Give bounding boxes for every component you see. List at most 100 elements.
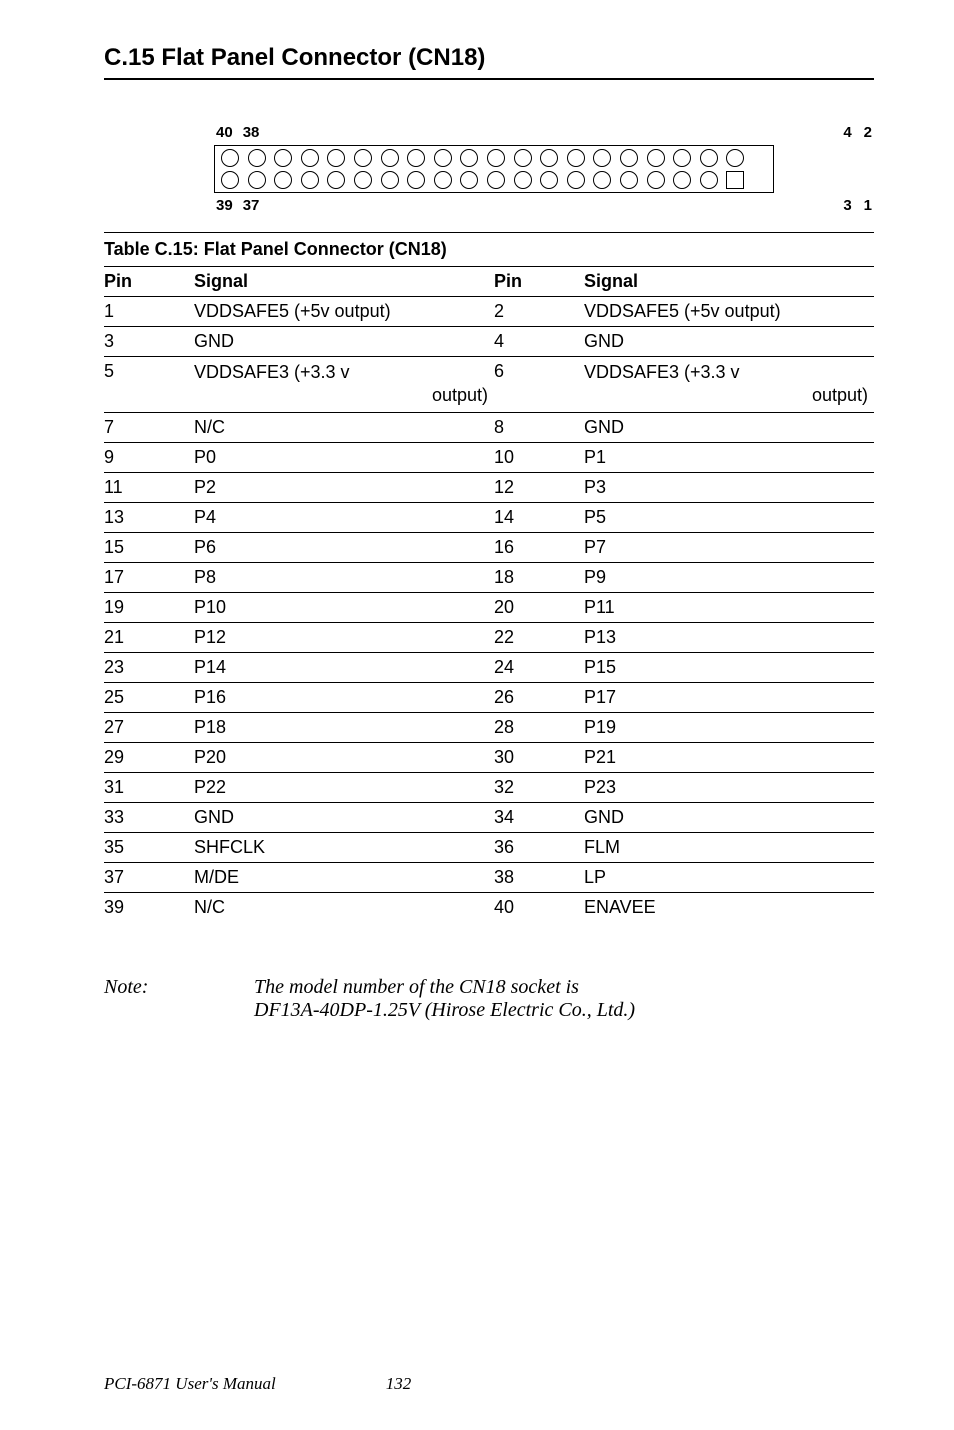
pin-label: 38	[243, 124, 260, 141]
cell-pin: 34	[494, 802, 584, 832]
cell-pin: 31	[104, 772, 194, 802]
cell-pin: 21	[104, 622, 194, 652]
pin-circle	[593, 171, 611, 189]
pin-circle	[460, 149, 478, 167]
cell-pin: 18	[494, 562, 584, 592]
cell-signal: N/C	[194, 412, 494, 442]
cell-pin: 7	[104, 412, 194, 442]
note-text: The model number of the CN18 socket is D…	[254, 976, 635, 1022]
cell-signal: VDDSAFE3 (+3.3 voutput)	[584, 357, 874, 413]
pin-circle	[593, 149, 611, 167]
cell-pin: 10	[494, 442, 584, 472]
table-row: 3GND4GND	[104, 327, 874, 357]
header-pin: Pin	[104, 267, 194, 297]
pin-labels-bottom: 39 37 3 1	[214, 197, 874, 214]
cell-signal: GND	[194, 327, 494, 357]
pin-circle	[274, 171, 292, 189]
pin-circle	[567, 171, 585, 189]
header-signal: Signal	[584, 267, 874, 297]
pin-circle	[726, 149, 744, 167]
cell-signal: P13	[584, 622, 874, 652]
cell-pin: 8	[494, 412, 584, 442]
cell-signal: ENAVEE	[584, 892, 874, 922]
pin-circle	[673, 149, 691, 167]
table-row: 19P1020P11	[104, 592, 874, 622]
cell-signal: P9	[584, 562, 874, 592]
cell-pin: 14	[494, 502, 584, 532]
table-row: 5VDDSAFE3 (+3.3 voutput)6VDDSAFE3 (+3.3 …	[104, 357, 874, 413]
pin-circle	[354, 171, 372, 189]
pin-circle	[407, 171, 425, 189]
cell-pin: 38	[494, 862, 584, 892]
cell-signal: P12	[194, 622, 494, 652]
cell-pin: 29	[104, 742, 194, 772]
pin-label: 4	[843, 124, 851, 141]
table-row: 23P1424P15	[104, 652, 874, 682]
cell-pin: 39	[104, 892, 194, 922]
cell-pin: 36	[494, 832, 584, 862]
table-row: 11P212P3	[104, 472, 874, 502]
cell-signal: P20	[194, 742, 494, 772]
table-row: 7N/C8GND	[104, 412, 874, 442]
cell-signal: FLM	[584, 832, 874, 862]
pin-circle	[540, 171, 558, 189]
table-row: 25P1626P17	[104, 682, 874, 712]
cell-signal: P15	[584, 652, 874, 682]
cell-signal: P4	[194, 502, 494, 532]
pin-circle	[620, 171, 638, 189]
pin-circle	[567, 149, 585, 167]
cell-pin: 27	[104, 712, 194, 742]
note-label: Note:	[104, 976, 254, 1022]
pin-circle	[460, 171, 478, 189]
cell-pin: 5	[104, 357, 194, 413]
cell-pin: 15	[104, 532, 194, 562]
cell-signal: P16	[194, 682, 494, 712]
cell-signal: P17	[584, 682, 874, 712]
cell-signal: P19	[584, 712, 874, 742]
table-row: 37M/DE38LP	[104, 862, 874, 892]
pin-circle	[221, 171, 239, 189]
cell-pin: 28	[494, 712, 584, 742]
table-row: 27P1828P19	[104, 712, 874, 742]
cell-signal: P14	[194, 652, 494, 682]
cell-pin: 33	[104, 802, 194, 832]
cell-pin: 20	[494, 592, 584, 622]
cell-pin: 25	[104, 682, 194, 712]
pin-circle	[221, 149, 239, 167]
pin-label: 40	[216, 124, 233, 141]
cell-pin: 9	[104, 442, 194, 472]
cell-signal: P6	[194, 532, 494, 562]
cell-signal: P18	[194, 712, 494, 742]
pinout-table-wrap: Table C.15: Flat Panel Connector (CN18) …	[104, 232, 874, 922]
pin-circle	[673, 171, 691, 189]
table-row: 17P818P9	[104, 562, 874, 592]
pin-circle	[248, 171, 266, 189]
connector-diagram: 40 38 4 2 39 37 3 1	[214, 124, 874, 214]
cell-pin: 2	[494, 297, 584, 327]
cell-pin: 1	[104, 297, 194, 327]
cell-signal: N/C	[194, 892, 494, 922]
pin-labels-top: 40 38 4 2	[214, 124, 874, 141]
pin-circle	[487, 171, 505, 189]
pin-label: 1	[864, 197, 872, 214]
pin-circle	[434, 171, 452, 189]
cell-pin: 11	[104, 472, 194, 502]
pin-circle	[381, 149, 399, 167]
cell-signal: P23	[584, 772, 874, 802]
cell-signal: P11	[584, 592, 874, 622]
pin-circle	[327, 149, 345, 167]
cell-pin: 6	[494, 357, 584, 413]
cell-pin: 40	[494, 892, 584, 922]
footer-manual: PCI-6871 User's Manual	[104, 1374, 276, 1394]
cell-signal: P8	[194, 562, 494, 592]
footer-page: 132	[386, 1374, 412, 1394]
cell-pin: 17	[104, 562, 194, 592]
cell-signal: P3	[584, 472, 874, 502]
connector-box	[214, 145, 774, 193]
pin-circle	[301, 171, 319, 189]
pin-circle	[407, 149, 425, 167]
cell-signal: P7	[584, 532, 874, 562]
pin-square	[726, 171, 744, 189]
cell-signal: VDDSAFE5 (+5v output)	[194, 297, 494, 327]
cell-signal: P21	[584, 742, 874, 772]
